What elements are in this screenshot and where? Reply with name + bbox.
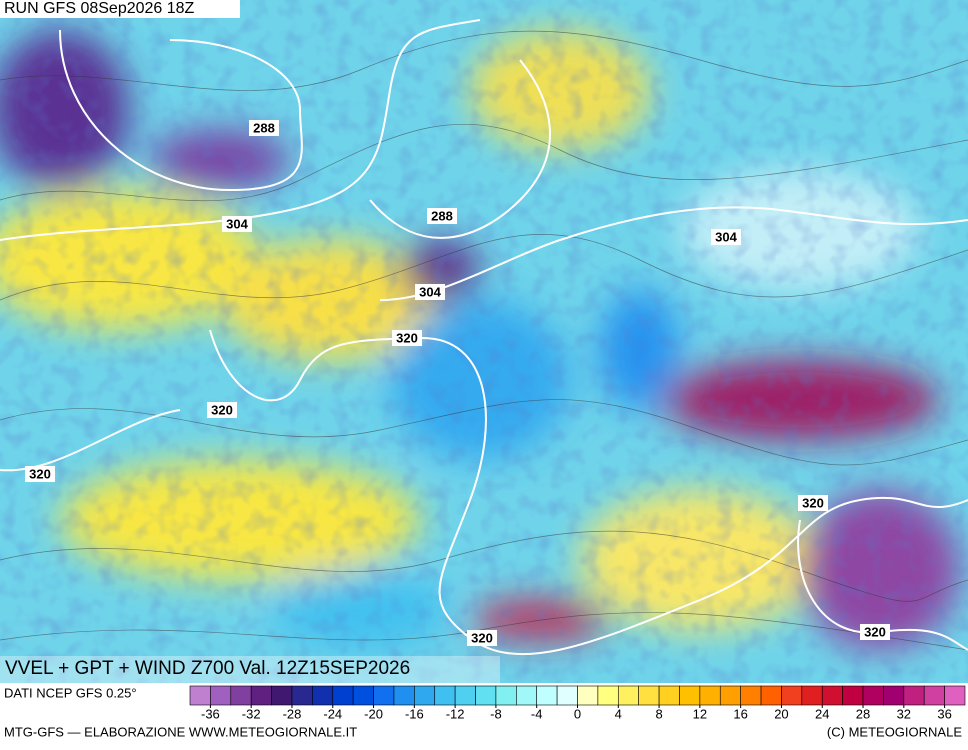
- colorbar-swatch: [434, 685, 456, 706]
- contour-label-bg: [798, 495, 828, 511]
- contour-label-bg: [467, 630, 497, 646]
- colorbar-tick-label: 20: [774, 706, 788, 721]
- contour-label-bg: [25, 466, 55, 482]
- map-field: [0, 0, 968, 683]
- contour-label: 320: [802, 495, 824, 510]
- colorbar-swatch: [495, 685, 517, 706]
- colorbar-tick-label: -8: [490, 706, 502, 721]
- colorbar-swatch: [230, 685, 252, 706]
- colorbar-swatch: [536, 685, 558, 706]
- colorbar-tick-label: 24: [815, 706, 829, 721]
- contour-label-bg: [860, 624, 890, 640]
- colorbar-tick-label: 0: [574, 706, 581, 721]
- contour-label-bg: [222, 216, 252, 232]
- colorbar-tick-label: -4: [531, 706, 543, 721]
- colorbar-swatch: [679, 685, 701, 706]
- contour-label-bg: [249, 120, 279, 136]
- colorbar-swatch: [475, 685, 497, 706]
- contour-label: 288: [253, 120, 275, 135]
- colorbar-tick-label: -36: [201, 706, 220, 721]
- colorbar-swatch: [699, 685, 721, 706]
- colorbar-swatch: [210, 685, 232, 706]
- colorbar-swatch: [577, 685, 599, 706]
- contour-label: 304: [226, 216, 248, 231]
- contour-label-bg: [415, 284, 445, 300]
- colorbar-tick-label: 28: [856, 706, 870, 721]
- colorbar-tick-label: -32: [242, 706, 261, 721]
- colorbar-swatch: [352, 685, 374, 706]
- colorbar-swatch: [944, 685, 966, 706]
- colorbar-swatch: [801, 685, 823, 706]
- colorbar-tick-label: 32: [897, 706, 911, 721]
- colorbar-tick-label: -16: [405, 706, 424, 721]
- contour-label: 320: [471, 630, 493, 645]
- colorbar-swatch: [719, 685, 741, 706]
- contour-label-bg: [711, 229, 741, 245]
- colorbar-swatch: [250, 685, 272, 706]
- colorbar-swatch: [454, 685, 476, 706]
- colorbar-tick-label: 12: [693, 706, 707, 721]
- colorbar-swatch: [842, 685, 864, 706]
- footer-left: MTG-GFS — ELABORAZIONE WWW.METEOGIORNALE…: [4, 724, 357, 739]
- colorbar-swatch: [556, 685, 578, 706]
- contour-label: 320: [396, 330, 418, 345]
- colorbar-swatch: [291, 685, 313, 706]
- colorbar-swatch: [638, 685, 660, 706]
- contour-label: 304: [715, 229, 737, 244]
- contour-label-bg: [207, 402, 237, 418]
- colorbar-swatch: [781, 685, 803, 706]
- contour-label-bg: [427, 208, 457, 224]
- colorbar-swatch: [883, 685, 905, 706]
- colorbar-swatch: [271, 685, 293, 706]
- map-title: VVEL + GPT + WIND Z700 Val. 12Z15SEP2026: [5, 658, 410, 679]
- colorbar-swatch: [923, 685, 945, 706]
- contour-label: 320: [864, 624, 886, 639]
- header-box: [0, 0, 240, 18]
- colorbar-swatch: [189, 685, 211, 706]
- colorbar-swatch: [862, 685, 884, 706]
- colorbar-tick-label: -28: [283, 706, 302, 721]
- colorbar-swatch: [760, 685, 782, 706]
- contour-label-bg: [392, 330, 422, 346]
- colorbar-swatch: [597, 685, 619, 706]
- colorbar: -36 -32 -28 -24 -20 -16 -12 -8 -4 0 4 8 12 16 20 24 28 32…: [189, 685, 966, 721]
- colorbar-swatch: [903, 685, 925, 706]
- colorbar-swatch: [414, 685, 436, 706]
- colorbar-tick-label: 8: [655, 706, 662, 721]
- colorbar-swatch: [332, 685, 354, 706]
- colorbar-swatch: [821, 685, 843, 706]
- colorbar-swatch: [373, 685, 395, 706]
- contour-label: 320: [211, 402, 233, 417]
- colorbar-tick-label: -12: [446, 706, 465, 721]
- source-label: DATI NCEP GFS 0.25°: [4, 685, 137, 700]
- colorbar-tick-label: -24: [323, 706, 342, 721]
- contour-label: 288: [431, 208, 453, 223]
- colorbar-swatch: [516, 685, 538, 706]
- colorbar-tick-label: 36: [937, 706, 951, 721]
- colorbar-swatch: [312, 685, 334, 706]
- colorbar-tick-label: -20: [364, 706, 383, 721]
- colorbar-swatch: [393, 685, 415, 706]
- contour-labels: 288 304 288 304 320 304 320 320 320 320 320: [25, 120, 890, 646]
- contour-label: 320: [29, 466, 51, 481]
- footer-right: (C) METEOGIORNALE: [827, 724, 962, 739]
- colorbar-swatch: [658, 685, 680, 706]
- height-contours: [0, 19, 968, 656]
- colorbar-swatch: [740, 685, 762, 706]
- contour-label: 304: [419, 284, 441, 299]
- colorbar-tick-label: 4: [615, 706, 622, 721]
- title-band: [0, 656, 500, 683]
- run-label: RUN GFS 08Sep2026 18Z: [4, 0, 195, 17]
- colorbar-swatch: [617, 685, 639, 706]
- colorbar-tick-label: 16: [733, 706, 747, 721]
